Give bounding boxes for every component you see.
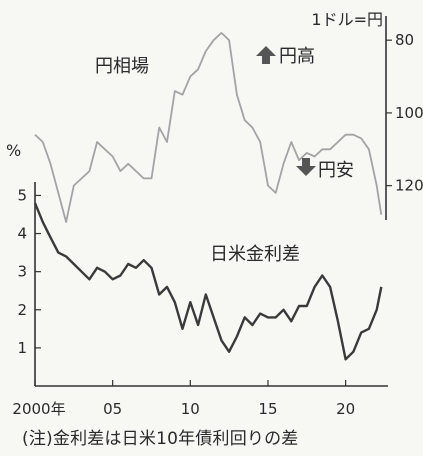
spread-tick-label: 4 (17, 225, 27, 243)
x-tick-label: 15 (258, 400, 277, 418)
x-tick-label: 2000年 (12, 400, 65, 418)
spread-tick-label: 2 (17, 301, 27, 319)
yen-tick-label: 80 (395, 31, 414, 49)
spread-tick-label: 1 (17, 339, 27, 357)
x-tick-label: 05 (103, 400, 122, 418)
yen-series-label: 円相場 (95, 56, 149, 77)
yen-appreciation-indicator: 円高 (256, 46, 315, 67)
footnote: (注)金利差は日米10年債利回りの差 (22, 429, 299, 449)
yen-depreciation-label: 円安 (318, 160, 354, 181)
spread-unit-label: % (6, 141, 21, 160)
yen-appreciation-label: 円高 (279, 46, 315, 67)
down-arrow-icon (296, 158, 316, 176)
yen-series-line (34, 32, 383, 223)
up-arrow-icon (256, 46, 276, 64)
yen-tick-label: 120 (395, 177, 423, 195)
yen-unit-label: 1ドル=円 (311, 10, 383, 29)
spread-series-label: 日米金利差 (210, 244, 300, 265)
interest-rate-spread-chart: 1 2 3 4 5% 2000年 05 10 15 20 日米金利差 (6, 141, 388, 418)
yen-tick-label: 100 (395, 104, 423, 122)
spread-tick-label: 5 (17, 186, 27, 204)
spread-series-line (33, 202, 383, 361)
x-tick-label: 10 (181, 400, 200, 418)
yen-depreciation-indicator: 円安 (296, 158, 354, 181)
spread-tick-label: 3 (17, 263, 27, 281)
x-tick-label: 20 (336, 400, 355, 418)
